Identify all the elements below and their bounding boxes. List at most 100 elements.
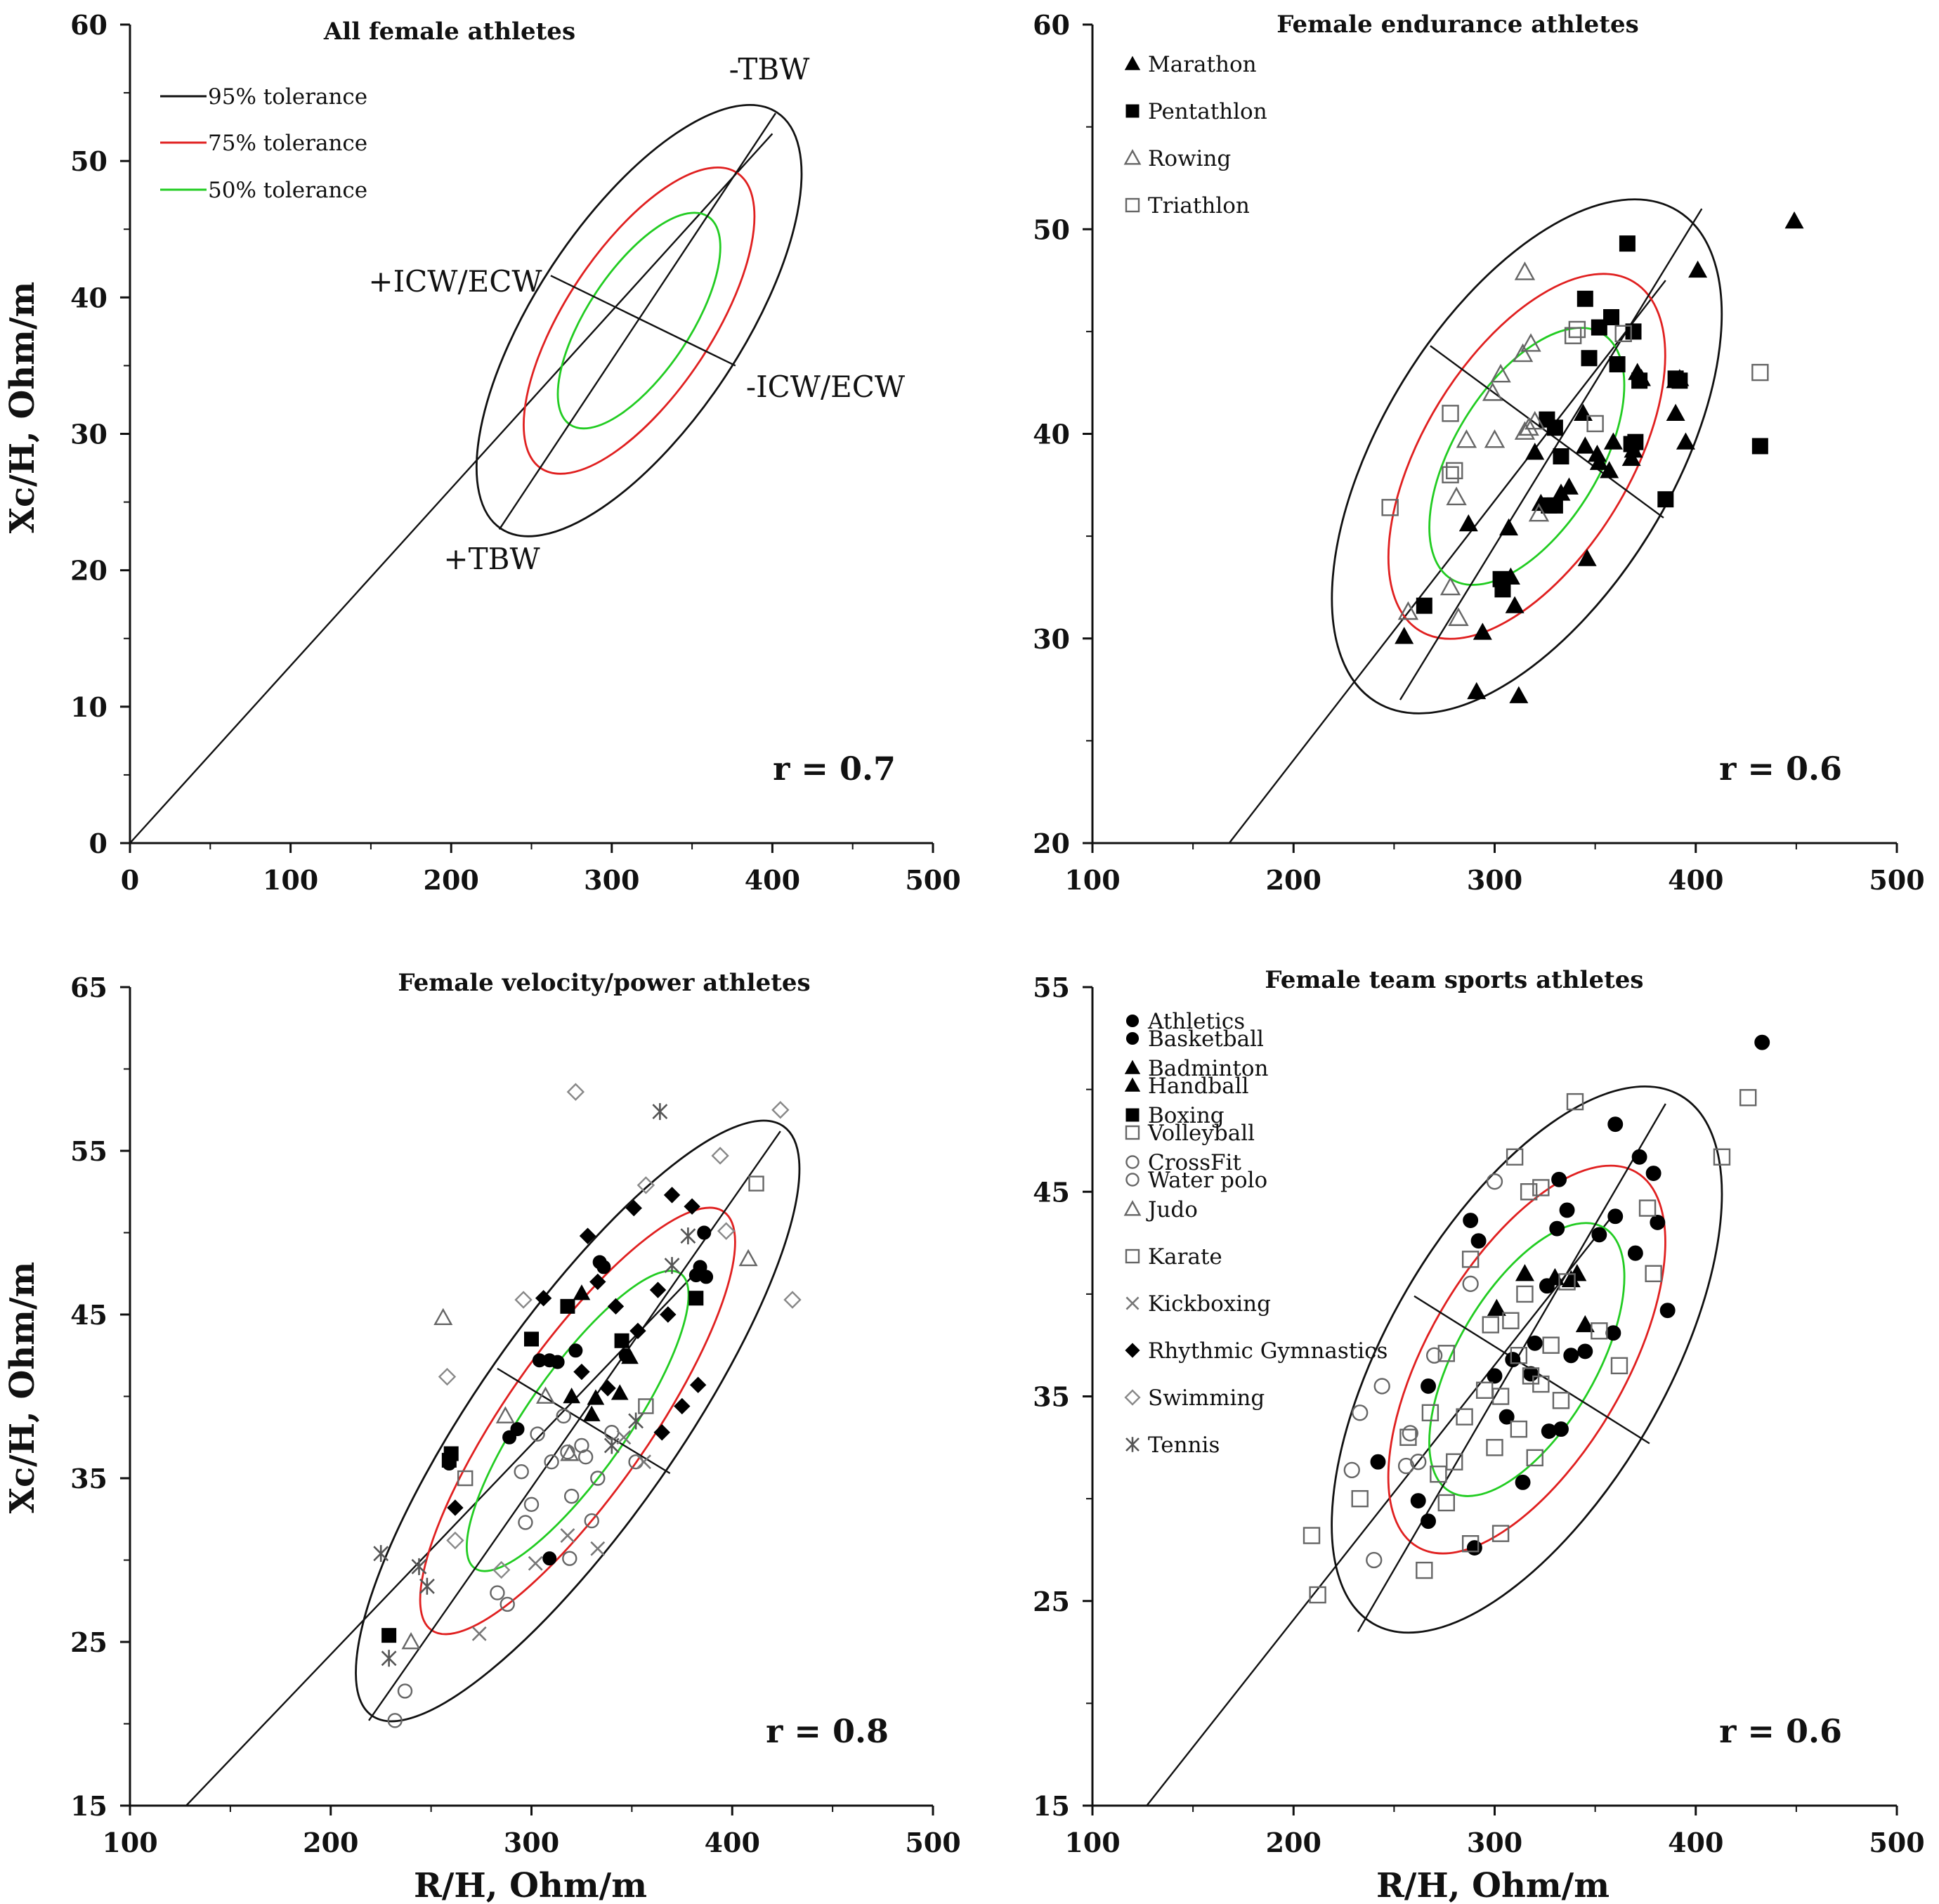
panel4-y-tick-label: 15 <box>1033 1790 1070 1822</box>
panel2-point-pentathlon <box>1576 290 1593 307</box>
panel3-point-swimming <box>492 1560 511 1579</box>
panel3-x-tick-label: 400 <box>705 1827 760 1858</box>
panel2-point-rowing <box>1397 601 1419 620</box>
panel3-point-tennis <box>381 1650 397 1667</box>
panel3-legend-marker-swimming <box>1124 1389 1141 1406</box>
panel3-point-swimming <box>717 1222 736 1240</box>
panel1-x-tick-label: 300 <box>584 864 639 896</box>
panel4-point-handball <box>1575 1315 1595 1333</box>
panel4-point-basketball <box>1607 1116 1624 1133</box>
panel3-legend-marker-karate <box>1125 1248 1140 1264</box>
panel2-point-triathlon <box>1614 325 1632 342</box>
panel3-point-badminton <box>582 1405 601 1421</box>
panel4-point-basketball <box>1421 1513 1436 1530</box>
panel1-x-tick-label: 100 <box>263 864 318 896</box>
panel4-point-water-polo <box>1352 1404 1369 1421</box>
panel3-point-crossfit <box>518 1515 533 1530</box>
panel3-point-athletics <box>510 1422 525 1437</box>
panel3-point-rhythmic-gymnastics <box>447 1499 464 1516</box>
panel4-point-volleyball <box>1502 1312 1520 1329</box>
panel4-point-water-polo <box>1366 1551 1383 1569</box>
panel3-legend-marker-kickboxing <box>1125 1296 1140 1310</box>
panel3-point-kickboxing <box>636 1454 651 1470</box>
panel2-point-marathon <box>1509 686 1529 703</box>
panel2-legend-label-rowing: Rowing <box>1148 146 1231 171</box>
panel4-x-tick-label: 100 <box>1064 1827 1120 1858</box>
panel4-point-water-polo <box>1425 1347 1443 1364</box>
panel2-point-marathon <box>1525 443 1545 460</box>
panel2-point-marathon <box>1458 514 1478 532</box>
panel2-x-tick-label: 300 <box>1467 864 1522 896</box>
panel4-point-volleyball <box>1532 1375 1550 1393</box>
panel2-legend-label-pentathlon: Pentathlon <box>1148 99 1267 124</box>
panel3-point-crossfit <box>584 1513 599 1529</box>
panel2-point-pentathlon <box>1416 597 1432 614</box>
panel3-point-athletics <box>596 1260 611 1274</box>
panel3-legend-marker-athletics <box>1125 1014 1140 1028</box>
panel2-y-tick-label: 20 <box>1033 828 1070 859</box>
panel2-tolerance-ellipse-75 <box>1387 273 1666 640</box>
panel3-point-rhythmic-gymnastics <box>535 1289 552 1307</box>
panel2-y-tick-label: 50 <box>1033 214 1070 245</box>
panel4-point-volleyball <box>1456 1408 1473 1426</box>
panel1-y-tick-label: 10 <box>70 691 107 723</box>
panel2-point-rowing <box>1456 429 1477 448</box>
panel3-legend-marker-crossfit <box>1125 1155 1140 1169</box>
panel4-point-basketball <box>1605 1325 1621 1341</box>
panel3-point-crossfit <box>562 1551 577 1566</box>
panel3-point-crossfit <box>556 1408 571 1424</box>
panel3-point-kickboxing <box>471 1626 487 1641</box>
panel3-point-crossfit <box>387 1713 403 1728</box>
panel4-y-tick-label: 25 <box>1033 1586 1070 1617</box>
panel2-point-rowing <box>1514 421 1536 440</box>
panel3-point-badminton <box>621 1348 639 1364</box>
panel4-point-water-polo <box>1462 1275 1479 1292</box>
panel3-point-kickboxing <box>560 1528 575 1543</box>
panel2-point-triathlon <box>1442 466 1459 483</box>
panel4-point-volleyball <box>1516 1285 1534 1303</box>
panel2-point-pentathlon <box>1623 436 1640 452</box>
panel3-point-tennis <box>652 1103 668 1121</box>
panel4-legend-marker-water-polo <box>1125 1173 1140 1187</box>
panel3-point-crossfit <box>590 1471 606 1486</box>
panel4-y-tick-label: 45 <box>1033 1176 1070 1208</box>
panel4-point-volleyball <box>1437 1494 1456 1512</box>
panel3-point-boxing <box>381 1628 397 1643</box>
panel1-x-tick-label: 0 <box>121 864 139 896</box>
panel4-point-volleyball <box>1421 1404 1439 1422</box>
panel4-legend-label-water-polo: Water polo <box>1148 1168 1267 1193</box>
panel2-y-tick-label: 60 <box>1033 9 1070 41</box>
panel1-icw-ecw-axis <box>550 275 736 367</box>
panel4-point-volleyball <box>1351 1489 1369 1508</box>
panel4-point-volleyball <box>1491 1388 1510 1405</box>
panel3-legend-label-badminton: Badminton <box>1148 1056 1269 1081</box>
panel4-point-volleyball <box>1491 1525 1510 1542</box>
panel2-point-pentathlon <box>1657 491 1674 508</box>
panel3-point-rhythmic-gymnastics <box>660 1306 677 1323</box>
panel4-point-volleyball <box>1303 1527 1321 1544</box>
panel2-point-pentathlon <box>1751 438 1768 455</box>
panel1-regression-line <box>129 133 773 844</box>
panel4-point-basketball <box>1527 1335 1543 1351</box>
panel3-point-athletics <box>699 1270 714 1284</box>
panel3-point-crossfit <box>628 1454 644 1470</box>
panel2-point-rowing <box>1518 417 1539 436</box>
panel2-point-marathon <box>1505 596 1525 613</box>
panel2-point-pentathlon <box>1494 581 1511 598</box>
panel4-legend-marker-volleyball <box>1125 1125 1140 1140</box>
panel3-point-karate <box>638 1398 654 1414</box>
panel3-point-crossfit <box>514 1463 529 1480</box>
panel2-point-marathon <box>1559 477 1579 495</box>
panel4-point-volleyball <box>1591 1322 1608 1340</box>
panel1-y-tick-label: 20 <box>70 555 107 587</box>
panel3-point-judo <box>560 1444 580 1461</box>
panel3-legend-label-crossfit: CrossFit <box>1148 1150 1241 1175</box>
panel4-point-water-polo <box>1410 1454 1427 1471</box>
panel4-y-tick-label: 55 <box>1033 972 1070 1003</box>
panel4-point-basketball <box>1553 1421 1569 1437</box>
panel3-y-tick-label: 65 <box>70 972 107 1003</box>
panel3-legend-marker-tennis <box>1125 1437 1140 1452</box>
panel4-legend-marker-basketball <box>1125 1031 1140 1045</box>
panel4-point-basketball <box>1563 1348 1579 1364</box>
panel3-point-judo <box>738 1248 758 1267</box>
